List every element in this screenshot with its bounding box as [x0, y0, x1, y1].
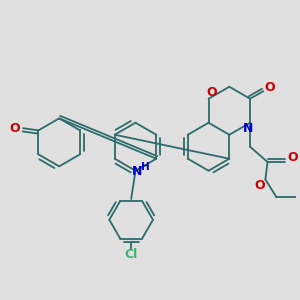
Text: N: N	[131, 165, 142, 178]
Text: H: H	[141, 162, 150, 172]
Text: Cl: Cl	[124, 248, 138, 261]
Text: O: O	[9, 122, 20, 135]
Text: O: O	[287, 151, 298, 164]
Text: O: O	[265, 81, 275, 94]
Text: O: O	[206, 86, 217, 99]
Text: N: N	[243, 122, 253, 135]
Text: O: O	[255, 179, 265, 193]
